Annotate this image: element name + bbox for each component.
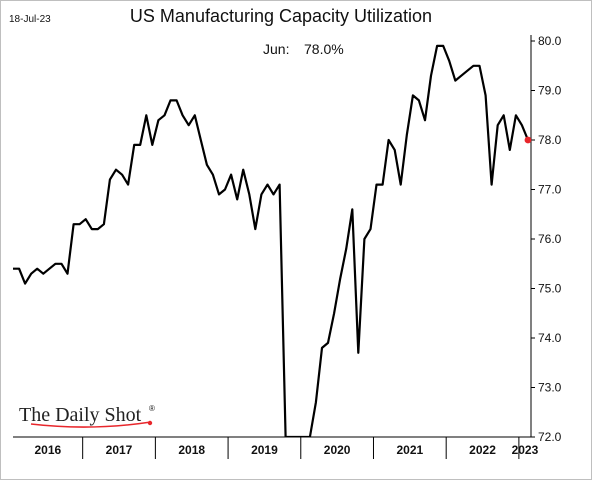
x-axis: 2016 2017 2018 2019 2020 2021 2022 2023	[13, 436, 539, 459]
date-label: 18-Jul-23	[9, 14, 51, 25]
series-line	[13, 44, 530, 437]
series-layer	[13, 44, 532, 437]
y-tick-label: 73.0	[538, 381, 562, 395]
x-tick-label: 2019	[251, 443, 278, 457]
y-tick-label: 76.0	[538, 232, 562, 246]
y-tick-label: 79.0	[538, 84, 562, 98]
annotation-value: 78.0%	[304, 41, 344, 57]
logo-dot	[147, 420, 153, 426]
last-point-marker	[524, 136, 532, 144]
logo-text: The Daily Shot	[19, 404, 142, 426]
y-axis: 72.0 73.0 74.0 75.0 76.0 77.0 78.0 79.0 80.0	[530, 34, 562, 444]
annotation-label: Jun:	[263, 41, 289, 57]
y-tick-label: 75.0	[538, 282, 562, 296]
x-tick-label: 2017	[106, 443, 133, 457]
x-tick-label: 2018	[178, 443, 205, 457]
x-tick-label: 2016	[34, 443, 61, 457]
y-tick-label: 78.0	[538, 133, 562, 147]
x-tick-label: 2021	[396, 443, 423, 457]
registered-mark: ®	[149, 404, 155, 413]
y-tick-label: 74.0	[538, 331, 562, 345]
logo-swoosh	[30, 421, 152, 428]
x-tick-label: 2023	[512, 443, 539, 457]
chart-title: US Manufacturing Capacity Utilization	[130, 6, 432, 26]
y-tick-label: 72.0	[538, 430, 562, 444]
y-tick-label: 80.0	[538, 34, 562, 48]
x-tick-label: 2020	[324, 443, 351, 457]
daily-shot-logo: The Daily Shot ®	[19, 404, 155, 428]
y-tick-label: 77.0	[538, 183, 562, 197]
x-tick-label: 2022	[469, 443, 496, 457]
